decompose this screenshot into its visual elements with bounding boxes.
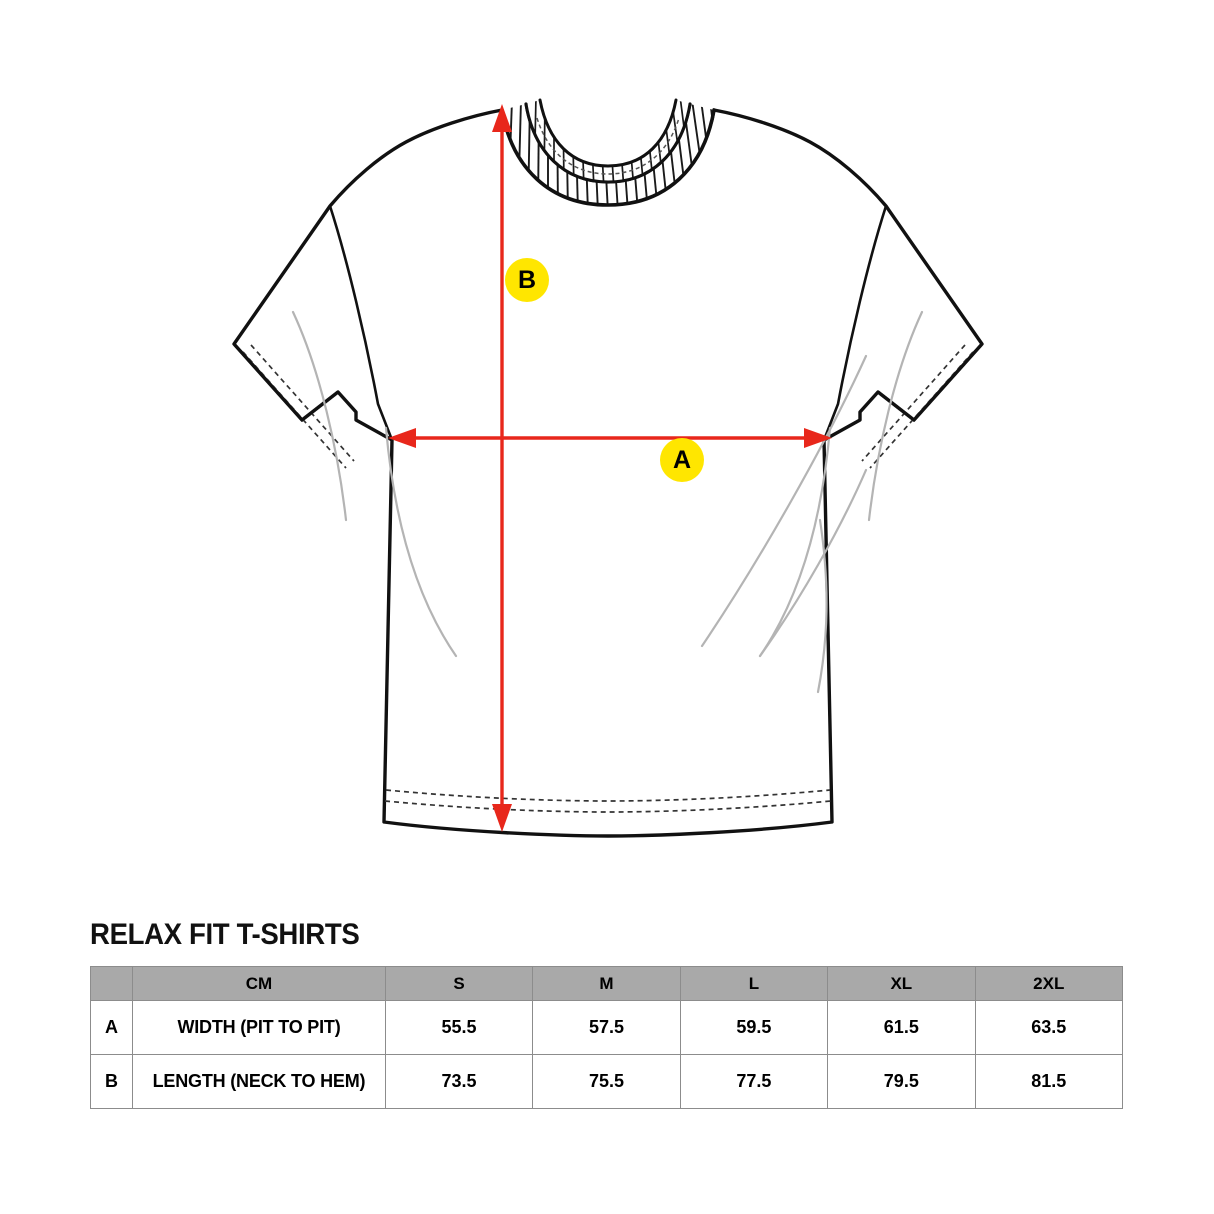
- arrowhead-right-icon: [804, 428, 832, 448]
- cell-a-l: 59.5: [679, 1000, 829, 1055]
- cell-a-2xl: 63.5: [974, 1000, 1124, 1055]
- header-cell-unit: CM: [132, 966, 386, 1001]
- cell-a-s: 55.5: [384, 1000, 534, 1055]
- row-key-b: B: [89, 1054, 134, 1109]
- size-table-header: CM S M L XL 2XL: [89, 966, 1124, 1001]
- table-header-row: CM S M L XL 2XL: [89, 966, 1124, 1001]
- row-key-a: A: [89, 1000, 134, 1055]
- header-cell-size-2xl: 2XL: [974, 966, 1124, 1001]
- arrowhead-left-icon: [388, 428, 416, 448]
- cell-a-m: 57.5: [532, 1000, 681, 1055]
- size-table: CM S M L XL 2XL A WIDTH (PIT TO PIT) 55.…: [89, 966, 1124, 1109]
- header-cell-size-s: S: [384, 966, 534, 1001]
- header-cell-size-xl: XL: [827, 966, 976, 1001]
- size-table-body: A WIDTH (PIT TO PIT) 55.5 57.5 59.5 61.5…: [89, 1000, 1124, 1109]
- header-cell-size-m: M: [532, 966, 681, 1001]
- size-table-container: CM S M L XL 2XL A WIDTH (PIT TO PIT) 55.…: [89, 966, 1124, 1109]
- cell-b-2xl: 81.5: [974, 1054, 1124, 1109]
- header-cell-size-l: L: [679, 966, 829, 1001]
- marker-badge-b: B: [505, 258, 549, 302]
- hem-stitching: [384, 789, 832, 813]
- cell-a-xl: 61.5: [827, 1000, 976, 1055]
- row-label-length: LENGTH (NECK TO HEM): [132, 1054, 386, 1109]
- marker-badge-b-label: B: [518, 266, 536, 294]
- measure-line-a: [388, 428, 832, 448]
- tshirt-diagram: B A: [232, 98, 984, 838]
- table-row: B LENGTH (NECK TO HEM) 73.5 75.5 77.5 79…: [89, 1054, 1124, 1109]
- tshirt-body-outline: [232, 108, 984, 838]
- arrowhead-up-icon: [492, 104, 512, 132]
- drape-fold-lines: [291, 310, 924, 694]
- arrowhead-down-icon: [492, 804, 512, 832]
- cell-b-s: 73.5: [384, 1054, 534, 1109]
- row-label-width: WIDTH (PIT TO PIT): [132, 1000, 386, 1055]
- garment-silhouette: [232, 108, 984, 838]
- cell-b-l: 77.5: [679, 1054, 829, 1109]
- marker-badge-a-label: A: [673, 446, 691, 474]
- marker-badge-a: A: [660, 438, 704, 482]
- cell-b-xl: 79.5: [827, 1054, 976, 1109]
- table-row: A WIDTH (PIT TO PIT) 55.5 57.5 59.5 61.5…: [89, 1000, 1124, 1055]
- cell-b-m: 75.5: [532, 1054, 681, 1109]
- seam-lines: [328, 204, 888, 824]
- header-cell-blank: [89, 966, 134, 1001]
- measure-line-b: [492, 104, 512, 832]
- sleeve-cuff-stitching: [242, 344, 974, 469]
- page-title: RELAX FIT T-SHIRTS: [90, 918, 360, 951]
